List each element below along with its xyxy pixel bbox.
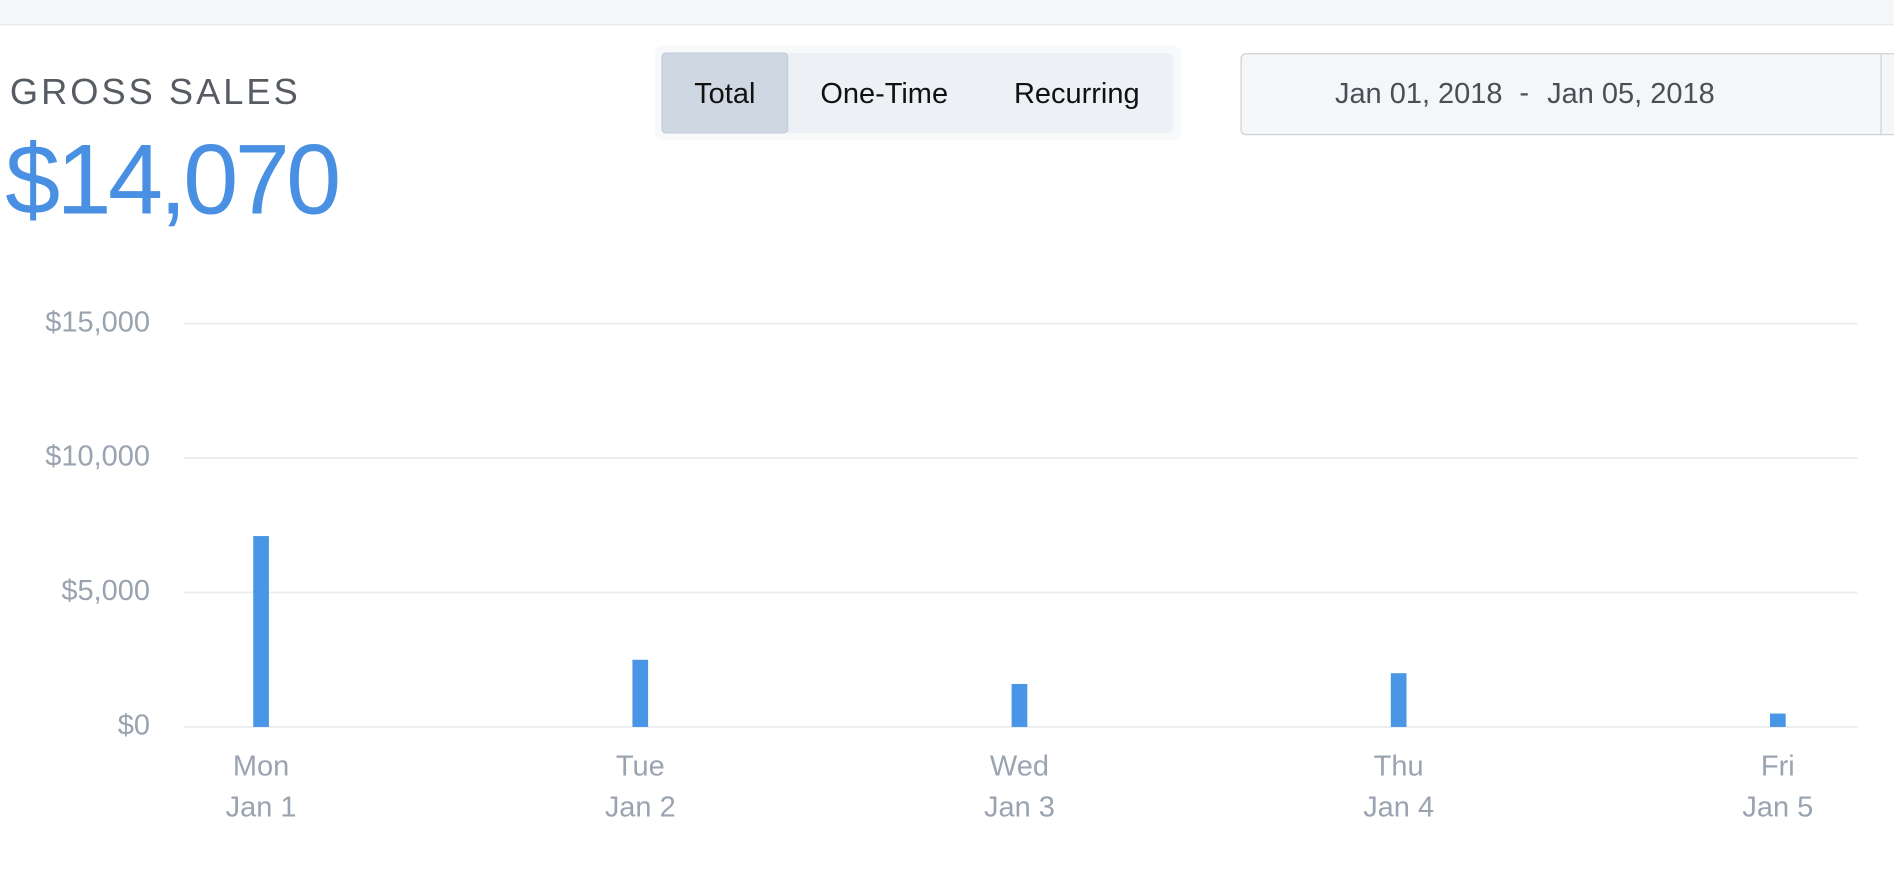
tab[interactable]: One-Time <box>820 78 948 110</box>
date-range-picker[interactable] <box>1240 53 1894 136</box>
y-tick-label: $15,000 <box>45 306 150 338</box>
tab[interactable]: Recurring <box>1014 78 1140 110</box>
chart: $0 $5,000 $10,000 $15,000 Mon Jan 1 Tue Jan 2 We… <box>45 306 1858 824</box>
x-tick-date: Jan 4 <box>1363 792 1434 824</box>
bar <box>1011 683 1028 727</box>
y-tick-label: $5,000 <box>61 575 150 607</box>
bar <box>1769 713 1786 727</box>
date-separator: - <box>1519 77 1529 109</box>
bar <box>632 659 649 727</box>
date-end[interactable]: Jan 05, 2018 <box>1547 78 1715 110</box>
x-tick-label: Thu <box>1374 751 1424 783</box>
x-tick-label: Wed <box>990 751 1049 783</box>
x-tick-date: Jan 2 <box>605 792 676 824</box>
tab-active-bg <box>661 52 789 134</box>
y-tick-label: $0 <box>118 710 150 742</box>
tabs: Total One-Time Recurring <box>661 52 1140 134</box>
x-tick-date: Jan 3 <box>984 792 1055 824</box>
date-start[interactable]: Jan 01, 2018 <box>1335 78 1503 110</box>
y-tick-label: $10,000 <box>45 441 150 473</box>
x-tick-label: Mon <box>233 751 289 783</box>
tab-group <box>662 53 1173 133</box>
x-tick-date: Jan 5 <box>1742 792 1813 824</box>
bar <box>253 536 269 727</box>
x-tick-label: Fri <box>1761 751 1795 783</box>
total-amount: $14,070 <box>5 123 338 234</box>
bar <box>1390 673 1407 727</box>
tab[interactable]: Total <box>694 78 755 110</box>
x-tick-date: Jan 1 <box>226 792 297 824</box>
section-title: GROSS SALES <box>10 71 301 112</box>
x-tick-label: Tue <box>616 751 665 783</box>
top-bar <box>0 0 1894 25</box>
